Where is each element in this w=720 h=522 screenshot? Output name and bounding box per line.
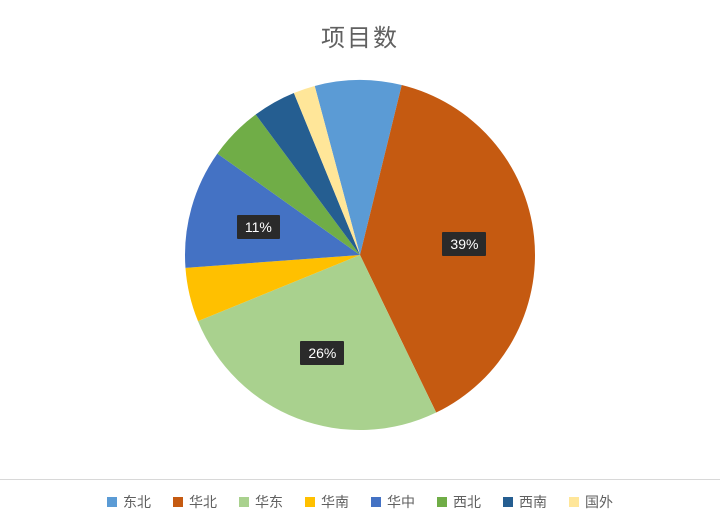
legend-label: 国外 [585,492,613,512]
pie-wrap [0,70,720,440]
legend-label: 西南 [519,492,547,512]
legend-item: 华北 [173,492,217,512]
chart-container: 项目数 39% 26% 11% 东北 华北 华东 华南 华中 西北 西南 国外 [0,0,720,522]
pie-data-label: 11% [237,215,280,239]
legend-swatch [173,497,183,507]
legend-item: 西北 [437,492,481,512]
legend-label: 华北 [189,492,217,512]
legend-swatch [437,497,447,507]
legend-swatch [371,497,381,507]
legend-item: 华东 [239,492,283,512]
legend-item: 华南 [305,492,349,512]
pie-chart [175,70,545,440]
pie-data-label: 26% [300,341,344,365]
legend-swatch [569,497,579,507]
legend-item: 国外 [569,492,613,512]
legend-label: 华南 [321,492,349,512]
legend-swatch [107,497,117,507]
legend-label: 东北 [123,492,151,512]
legend-item: 西南 [503,492,547,512]
legend-item: 华中 [371,492,415,512]
legend: 东北 华北 华东 华南 华中 西北 西南 国外 [0,479,720,512]
pie-data-label: 39% [442,232,486,256]
legend-swatch [503,497,513,507]
legend-swatch [305,497,315,507]
legend-item: 东北 [107,492,151,512]
chart-title: 项目数 [0,18,720,53]
legend-swatch [239,497,249,507]
legend-label: 西北 [453,492,481,512]
legend-label: 华东 [255,492,283,512]
legend-label: 华中 [387,492,415,512]
